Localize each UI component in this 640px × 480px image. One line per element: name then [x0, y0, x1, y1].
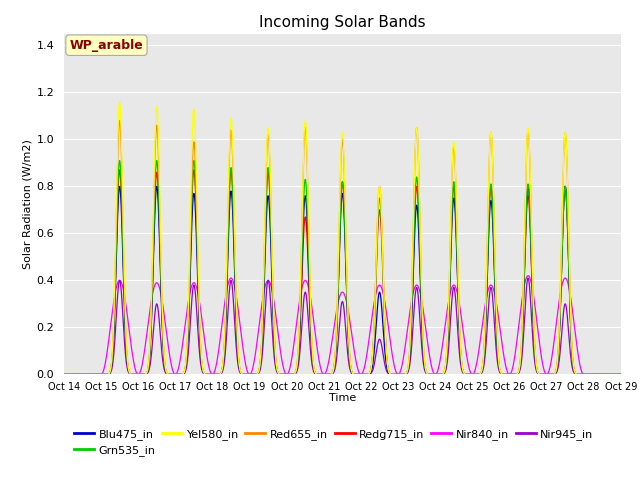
Title: Incoming Solar Bands: Incoming Solar Bands [259, 15, 426, 30]
Y-axis label: Solar Radiation (W/m2): Solar Radiation (W/m2) [22, 139, 33, 269]
X-axis label: Time: Time [329, 394, 356, 403]
Legend: Blu475_in, Grn535_in, Yel580_in, Red655_in, Redg715_in, Nir840_in, Nir945_in: Blu475_in, Grn535_in, Yel580_in, Red655_… [70, 424, 598, 460]
Text: WP_arable: WP_arable [70, 39, 143, 52]
